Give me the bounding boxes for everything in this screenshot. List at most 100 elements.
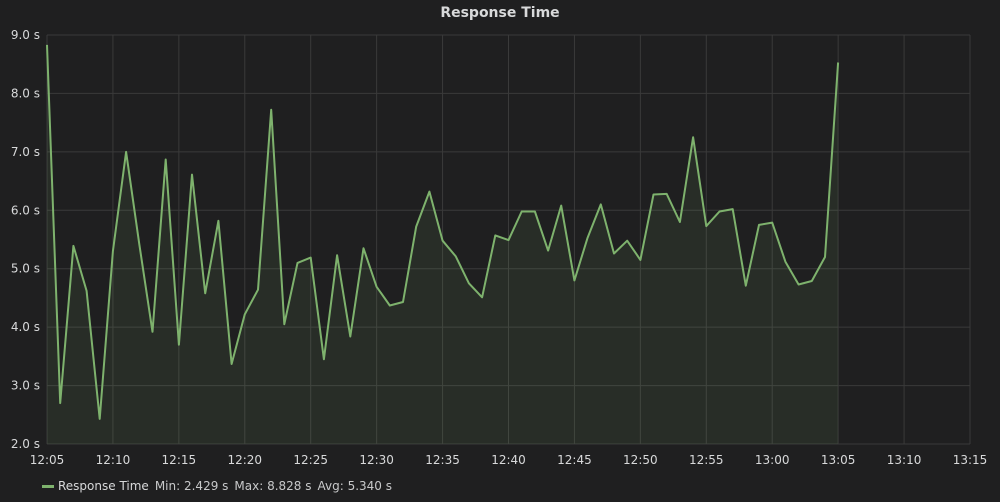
x-tick-label: 12:20 [227, 453, 262, 467]
legend-avg: Avg: 5.340 s [317, 479, 393, 493]
data-point[interactable] [611, 251, 617, 257]
data-point[interactable] [321, 356, 327, 362]
x-tick-label: 12:40 [491, 453, 526, 467]
area-layer [47, 44, 839, 445]
data-point[interactable] [677, 219, 683, 225]
data-point[interactable] [242, 311, 248, 317]
data-point[interactable] [400, 299, 406, 305]
data-point[interactable] [189, 172, 195, 178]
y-tick-label: 3.0 s [11, 379, 40, 393]
data-point[interactable] [202, 290, 208, 296]
x-tick-label: 12:55 [689, 453, 724, 467]
data-point[interactable] [44, 42, 50, 48]
y-tick-label: 7.0 s [11, 145, 40, 159]
data-point[interactable] [532, 209, 538, 215]
data-point[interactable] [822, 254, 828, 260]
series-line-response-time[interactable] [46, 44, 840, 420]
data-point[interactable] [163, 157, 169, 163]
data-point[interactable] [492, 232, 498, 238]
series-area-response-time [47, 44, 839, 445]
data-point[interactable] [84, 288, 90, 294]
x-tick-label: 13:15 [953, 453, 988, 467]
data-point[interactable] [123, 149, 129, 155]
data-point[interactable] [558, 203, 564, 209]
data-point[interactable] [440, 238, 446, 244]
x-tick-label: 13:00 [755, 453, 790, 467]
legend-series-swatch [42, 484, 54, 488]
data-point[interactable] [571, 277, 577, 283]
data-point[interactable] [519, 209, 525, 215]
x-tick-label: 12:25 [293, 453, 328, 467]
x-tick-label: 12:35 [425, 453, 460, 467]
data-point[interactable] [835, 60, 841, 66]
data-point[interactable] [598, 201, 604, 207]
x-axis: 12:05 12:10 12:15 12:20 12:25 12:30 12:35 12:40… [30, 453, 988, 467]
data-point[interactable] [637, 257, 643, 263]
x-tick-label: 13:05 [821, 453, 856, 467]
y-axis: 2.0 s 3.0 s 4.0 s 5.0 s 6.0 s 7.0 s 8.0 s 9.0 s [11, 28, 40, 451]
data-point[interactable] [110, 248, 116, 254]
data-point[interactable] [308, 255, 314, 261]
y-tick-label: 9.0 s [11, 28, 40, 42]
x-tick-label: 12:50 [623, 453, 658, 467]
data-point[interactable] [809, 278, 815, 284]
data-point[interactable] [255, 287, 261, 293]
data-point[interactable] [426, 189, 432, 195]
data-point[interactable] [57, 400, 63, 406]
data-point[interactable] [268, 107, 274, 113]
data-point[interactable] [387, 303, 393, 309]
legend[interactable]: Response Time Min: 2.429 s Max: 8.828 s … [42, 477, 398, 495]
data-point[interactable] [466, 280, 472, 286]
data-point[interactable] [176, 342, 182, 348]
y-tick-label: 5.0 s [11, 262, 40, 276]
data-point[interactable] [703, 223, 709, 229]
data-point[interactable] [651, 192, 657, 198]
data-point[interactable] [664, 191, 670, 197]
data-point[interactable] [97, 416, 103, 422]
data-point[interactable] [281, 321, 287, 327]
data-point[interactable] [717, 209, 723, 215]
data-point[interactable] [743, 283, 749, 289]
y-tick-label: 6.0 s [11, 203, 40, 217]
y-tick-label: 2.0 s [11, 437, 40, 451]
data-point[interactable] [229, 361, 235, 367]
data-point[interactable] [796, 282, 802, 288]
data-point[interactable] [479, 294, 485, 300]
x-tick-label: 12:10 [96, 453, 131, 467]
data-point[interactable] [136, 241, 142, 247]
data-point[interactable] [690, 134, 696, 140]
data-point[interactable] [782, 259, 788, 265]
data-point[interactable] [295, 260, 301, 266]
data-point[interactable] [70, 243, 76, 249]
data-point[interactable] [413, 224, 419, 230]
data-point[interactable] [545, 248, 551, 254]
data-point[interactable] [347, 334, 353, 340]
data-point[interactable] [453, 253, 459, 259]
data-point[interactable] [585, 235, 591, 241]
data-point[interactable] [769, 220, 775, 226]
chart-title: Response Time [440, 5, 560, 21]
x-tick-label: 12:15 [162, 453, 197, 467]
x-tick-label: 13:10 [887, 453, 922, 467]
x-tick-label: 12:45 [557, 453, 592, 467]
legend-series-name[interactable]: Response Time [58, 479, 149, 493]
data-point[interactable] [374, 284, 380, 290]
y-tick-label: 8.0 s [11, 86, 40, 100]
data-point[interactable] [624, 238, 630, 244]
x-tick-label: 12:30 [359, 453, 394, 467]
legend-min: Min: 2.429 s [154, 479, 229, 493]
line-layer [46, 44, 840, 420]
y-tick-label: 4.0 s [11, 320, 40, 334]
data-point[interactable] [150, 329, 156, 335]
grid-layer [46, 34, 971, 445]
data-point[interactable] [334, 252, 340, 258]
x-tick-label: 12:05 [30, 453, 65, 467]
data-point[interactable] [361, 245, 367, 251]
data-point[interactable] [756, 222, 762, 228]
data-point[interactable] [215, 218, 221, 224]
data-point[interactable] [730, 206, 736, 212]
legend-max: Max: 8.828 s [234, 479, 312, 493]
data-point[interactable] [506, 237, 512, 243]
